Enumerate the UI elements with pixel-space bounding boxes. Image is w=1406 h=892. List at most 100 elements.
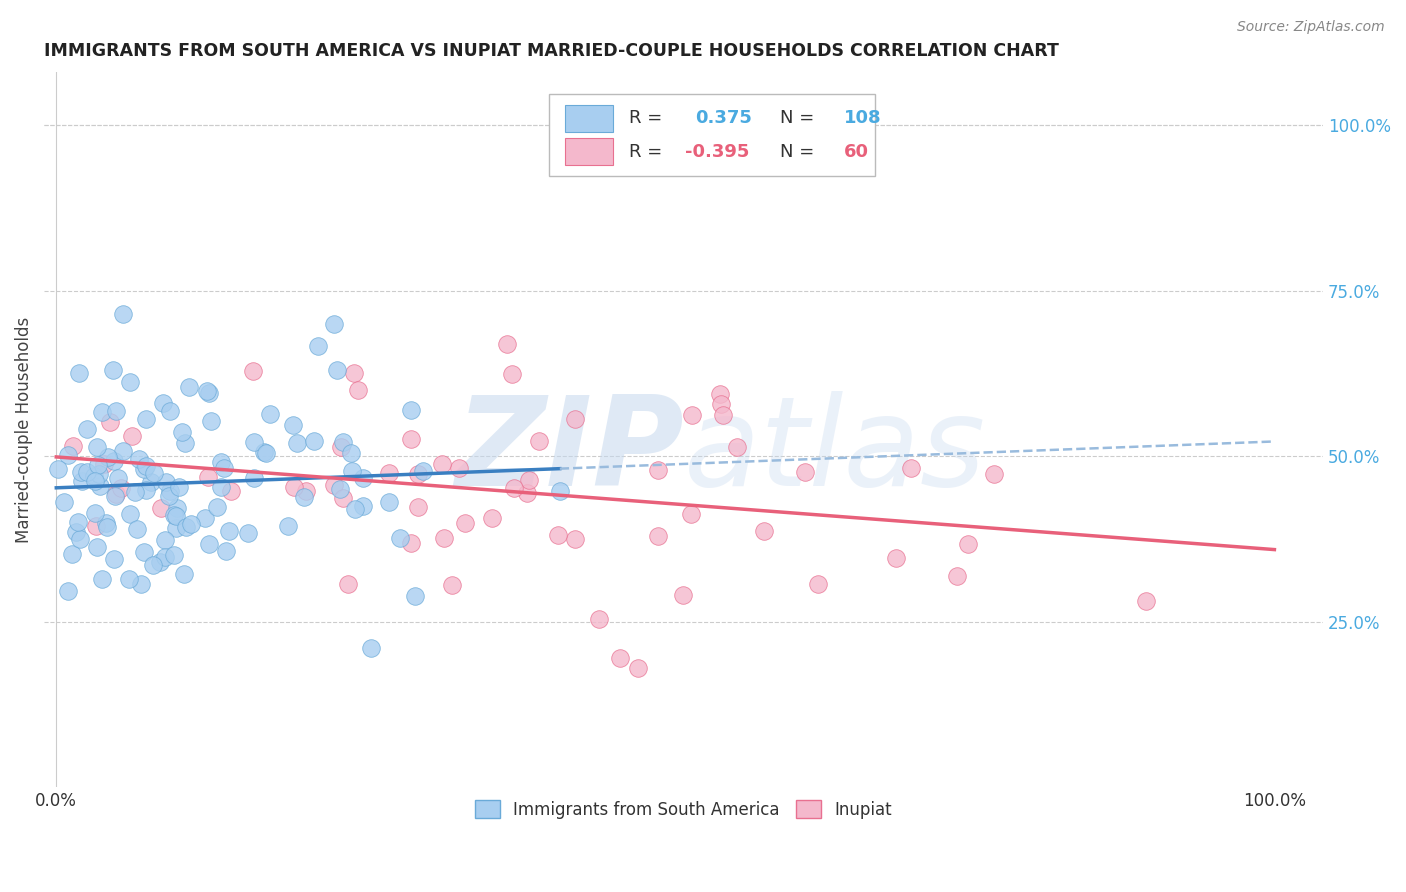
Point	[198, 536, 221, 550]
Point	[283, 417, 305, 432]
Point	[89, 467, 111, 481]
Point	[404, 589, 426, 603]
Point	[340, 445, 363, 459]
Point	[447, 461, 470, 475]
Point	[67, 366, 90, 380]
Point	[647, 529, 669, 543]
Point	[330, 440, 353, 454]
Point	[283, 480, 305, 494]
Point	[112, 307, 135, 321]
Point	[343, 367, 366, 381]
Point	[163, 548, 186, 562]
Point	[399, 536, 422, 550]
Point	[516, 486, 538, 500]
Point	[242, 471, 264, 485]
Point	[209, 455, 232, 469]
Point	[58, 448, 80, 462]
Point	[304, 434, 326, 449]
Point	[135, 458, 157, 473]
Point	[70, 465, 93, 479]
Text: IMMIGRANTS FROM SOUTH AMERICA VS INUPIAT MARRIED-COUPLE HOUSEHOLDS CORRELATION C: IMMIGRANTS FROM SOUTH AMERICA VS INUPIAT…	[44, 42, 1059, 60]
Point	[344, 502, 367, 516]
Point	[342, 464, 364, 478]
Text: N =: N =	[779, 109, 814, 128]
Text: ZIP: ZIP	[456, 391, 683, 512]
Point	[352, 471, 374, 485]
Point	[134, 462, 156, 476]
Legend: Immigrants from South America, Inupiat: Immigrants from South America, Inupiat	[468, 794, 898, 825]
Point	[711, 409, 734, 423]
Point	[87, 458, 110, 472]
Point	[180, 517, 202, 532]
Point	[69, 532, 91, 546]
Point	[110, 481, 132, 495]
Point	[647, 462, 669, 476]
Point	[174, 520, 197, 534]
Point	[53, 494, 76, 508]
Text: R =: R =	[628, 143, 662, 161]
Point	[399, 432, 422, 446]
Point	[135, 412, 157, 426]
Point	[132, 544, 155, 558]
Point	[807, 576, 830, 591]
Point	[752, 524, 775, 538]
Point	[501, 367, 523, 381]
Point	[378, 494, 401, 508]
Point	[412, 464, 434, 478]
Point	[142, 466, 165, 480]
Point	[86, 440, 108, 454]
Point	[347, 383, 370, 397]
Point	[107, 471, 129, 485]
Point	[103, 454, 125, 468]
Point	[159, 403, 181, 417]
Point	[900, 461, 922, 475]
Point	[218, 524, 240, 538]
Point	[94, 516, 117, 530]
Point	[83, 469, 105, 483]
Point	[149, 555, 172, 569]
Point	[197, 470, 219, 484]
Point	[166, 501, 188, 516]
Point	[627, 661, 650, 675]
Point	[503, 482, 526, 496]
Point	[399, 403, 422, 417]
Point	[481, 510, 503, 524]
Point	[212, 460, 235, 475]
Point	[219, 483, 242, 498]
Point	[307, 338, 329, 352]
Point	[104, 489, 127, 503]
Point	[153, 549, 176, 564]
Point	[517, 474, 540, 488]
Point	[564, 532, 586, 546]
Point	[135, 483, 157, 498]
Point	[167, 480, 190, 494]
Text: -0.395: -0.395	[685, 143, 749, 161]
Point	[329, 483, 352, 497]
Point	[89, 479, 111, 493]
Point	[277, 519, 299, 533]
Point	[389, 531, 412, 545]
Point	[149, 500, 172, 515]
Point	[173, 566, 195, 581]
Point	[495, 336, 517, 351]
Point	[153, 533, 176, 548]
Point	[67, 515, 90, 529]
Point	[337, 577, 360, 591]
Point	[165, 508, 187, 523]
Point	[294, 483, 316, 498]
Point	[548, 484, 571, 499]
Point	[128, 451, 150, 466]
Point	[725, 440, 748, 454]
Text: atlas: atlas	[683, 391, 986, 512]
Point	[352, 500, 374, 514]
Point	[97, 450, 120, 464]
Point	[84, 506, 107, 520]
Point	[93, 458, 115, 472]
Point	[165, 521, 187, 535]
Point	[159, 483, 181, 498]
Point	[332, 491, 354, 505]
Text: 108: 108	[844, 109, 882, 128]
Text: Source: ZipAtlas.com: Source: ZipAtlas.com	[1237, 20, 1385, 34]
Point	[174, 436, 197, 450]
Point	[195, 384, 218, 398]
